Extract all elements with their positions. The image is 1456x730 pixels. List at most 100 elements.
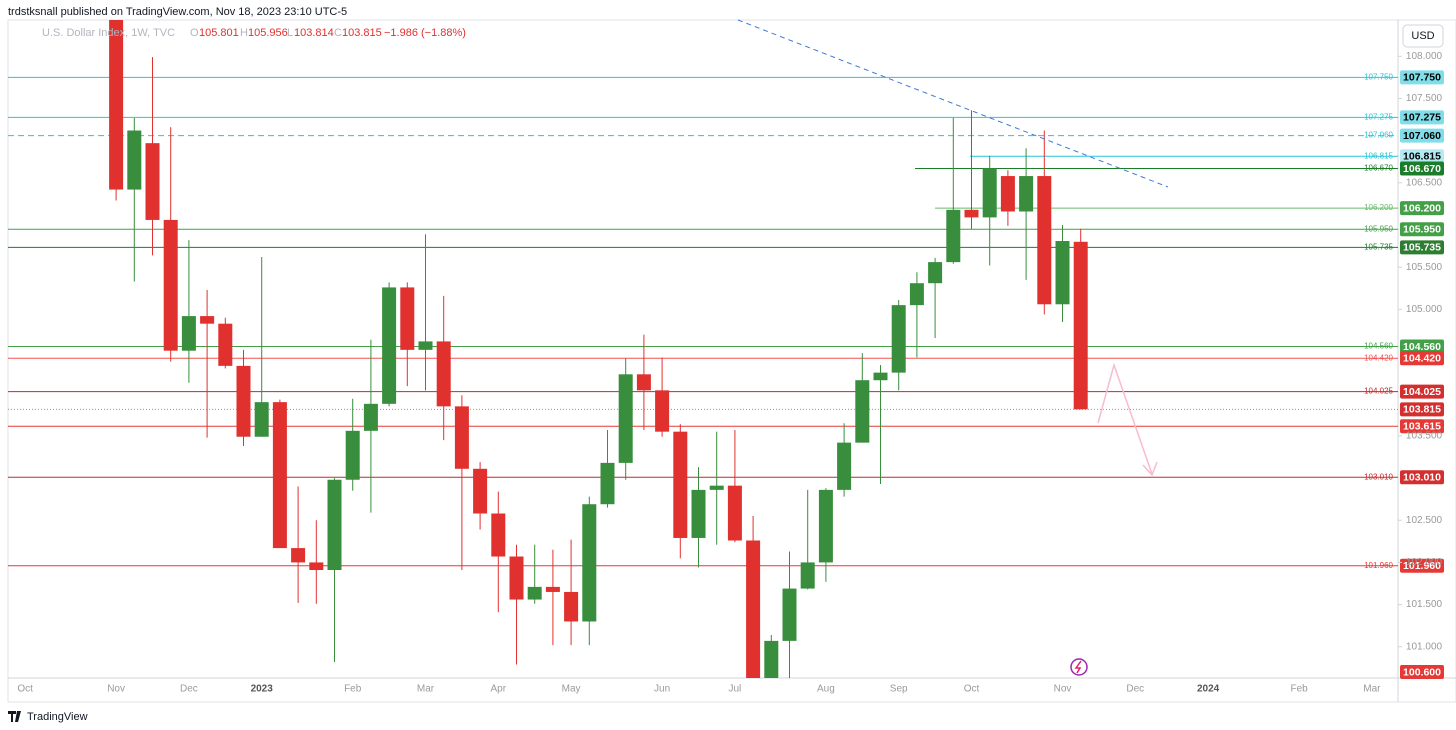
candle-body [891, 305, 906, 373]
level-label: 101.960 [1364, 561, 1393, 570]
x-tick-label: 2023 [251, 684, 274, 695]
candle-body [636, 374, 651, 391]
event-bolt [1074, 660, 1082, 674]
x-tick-label: Apr [491, 684, 507, 695]
y-tick-label: 108.000 [1406, 51, 1443, 62]
price-box-label: 105.735 [1403, 242, 1441, 254]
level-label: 106.815 [1364, 151, 1393, 160]
price-box-label: 103.815 [1403, 404, 1441, 416]
level-label: 104.420 [1364, 353, 1393, 362]
candle-body [127, 130, 142, 190]
event-icon[interactable] [1070, 658, 1088, 676]
price-box [1400, 222, 1444, 237]
candle-body [618, 374, 633, 463]
h-key: H [240, 27, 248, 39]
price-box-label: 103.615 [1403, 420, 1441, 432]
candle-body [582, 504, 597, 622]
candle-body [764, 640, 779, 678]
candle-body [291, 548, 306, 563]
price-box [1400, 351, 1444, 366]
price-box [1400, 665, 1444, 679]
brand-logo [8, 711, 21, 722]
candle-body [782, 588, 797, 641]
level-label: 103.010 [1364, 472, 1393, 481]
x-tick-label: Sep [890, 684, 908, 695]
currency: USD [1411, 30, 1434, 42]
c-key: C [334, 27, 342, 39]
candle-body [1000, 176, 1015, 212]
candle-body [564, 591, 579, 622]
y-tick-label: 103.500 [1406, 431, 1443, 442]
candle-body [418, 341, 433, 350]
low: 103.814 [294, 27, 334, 39]
price-box [1400, 149, 1444, 164]
y-tick-label: 107.500 [1406, 93, 1443, 104]
y-tick-label: 102.000 [1406, 557, 1443, 568]
candle-body [673, 431, 688, 538]
header: U.S. Dollar Index, 1W, TVC O 105.801 H 1… [42, 27, 466, 39]
price-box [1400, 558, 1444, 573]
candle-body [254, 402, 269, 437]
price-box-label: 106.200 [1403, 202, 1441, 214]
candle-body [181, 316, 196, 351]
currency-button[interactable] [1402, 24, 1444, 48]
level-label: 105.950 [1364, 224, 1393, 233]
arrow-head [1142, 461, 1158, 477]
price-box-label: 103.010 [1403, 472, 1441, 484]
price-box [1400, 240, 1444, 255]
candle-body [327, 479, 342, 571]
x-tick-label: Oct [964, 684, 980, 695]
price-box [1400, 161, 1444, 176]
projection-arrow [1097, 362, 1153, 475]
level-label: 104.560 [1364, 342, 1393, 351]
change: −1.986 (−1.88%) [384, 27, 466, 39]
price-box-label: 106.670 [1403, 163, 1441, 175]
candle-body [1055, 241, 1070, 305]
price-box [1400, 402, 1444, 417]
candle-body [964, 209, 979, 218]
x-tick-label: Jul [729, 684, 742, 695]
x-tick-label: Jun [654, 684, 670, 695]
x-tick-label: Feb [344, 684, 362, 695]
candle-body [982, 168, 997, 218]
candle-body [873, 372, 888, 381]
o-key: O [190, 27, 199, 39]
candle-body [363, 403, 378, 431]
l-key: L [287, 27, 293, 39]
price-box [1400, 339, 1444, 354]
price-box [1400, 110, 1444, 125]
price-box-label: 100.600 [1403, 666, 1441, 678]
y-tick-label: 106.500 [1406, 177, 1443, 188]
x-tick-label: Mar [1363, 684, 1381, 695]
candle-body [509, 556, 524, 600]
level-label: 104.025 [1364, 387, 1393, 396]
price-box-label: 105.950 [1403, 223, 1441, 235]
price-box-label: 107.750 [1403, 72, 1441, 84]
level-label: 106.670 [1364, 164, 1393, 173]
y-tick-label: 101.000 [1406, 641, 1443, 652]
close: 103.815 [342, 27, 382, 39]
price-box-label: 104.025 [1403, 386, 1441, 398]
high: 105.956 [248, 27, 288, 39]
price-box [1400, 419, 1444, 434]
price-box [1400, 128, 1444, 143]
candle-body [928, 262, 943, 284]
y-tick-label: 105.000 [1406, 304, 1443, 315]
price-box [1400, 384, 1444, 399]
candle-body [491, 513, 506, 557]
candle-body [454, 406, 469, 469]
candle-body [163, 219, 178, 351]
candle-body [746, 540, 761, 678]
candle-body [1037, 176, 1052, 305]
candle-body [1019, 176, 1034, 212]
x-tick-label: Feb [1290, 684, 1308, 695]
price-box-label: 106.815 [1403, 151, 1441, 163]
candle-body [400, 287, 415, 350]
x-tick-label: Nov [107, 684, 125, 695]
trend-line [737, 19, 1169, 188]
x-tick-label: May [562, 684, 581, 695]
candle-body [218, 323, 233, 366]
price-box-label: 104.420 [1403, 353, 1441, 365]
